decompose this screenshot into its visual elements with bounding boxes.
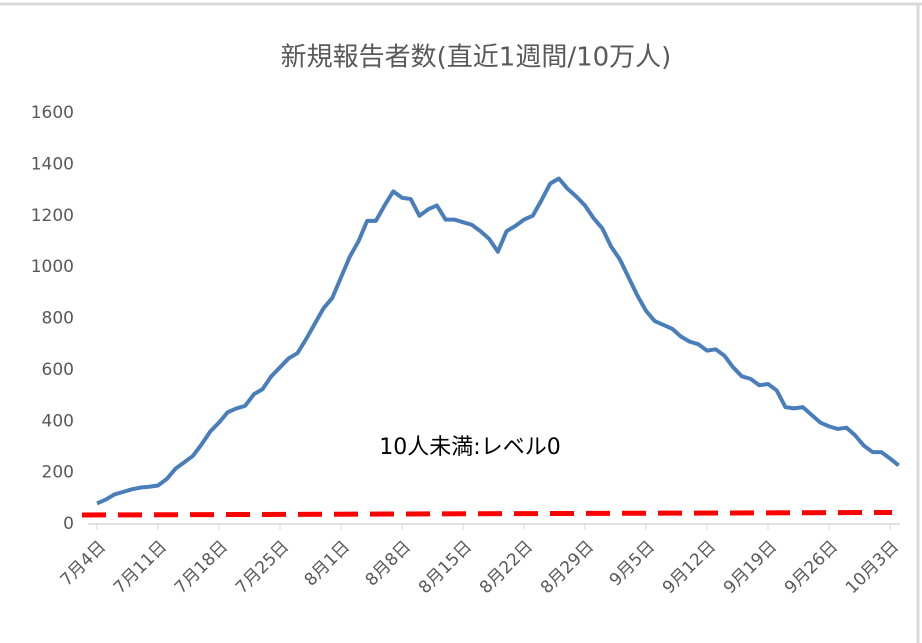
y-tick-label: 200	[42, 463, 74, 483]
y-tick-label: 600	[42, 360, 74, 380]
y-tick-label: 1200	[31, 206, 74, 226]
series-line	[96, 176, 900, 506]
chart-title: 新規報告者数(直近1週間/10万人)	[281, 43, 672, 73]
y-tick-label: 800	[42, 309, 74, 329]
y-tick-label: 1600	[31, 103, 74, 123]
reference-line	[81, 509, 893, 518]
y-tick-label: 1000	[31, 257, 74, 277]
y-tick-label: 1400	[31, 154, 74, 174]
y-tick-label: 0	[63, 514, 74, 534]
y-tick-label: 400	[42, 411, 74, 431]
annotation: 10人未満:レベル0	[379, 435, 560, 460]
